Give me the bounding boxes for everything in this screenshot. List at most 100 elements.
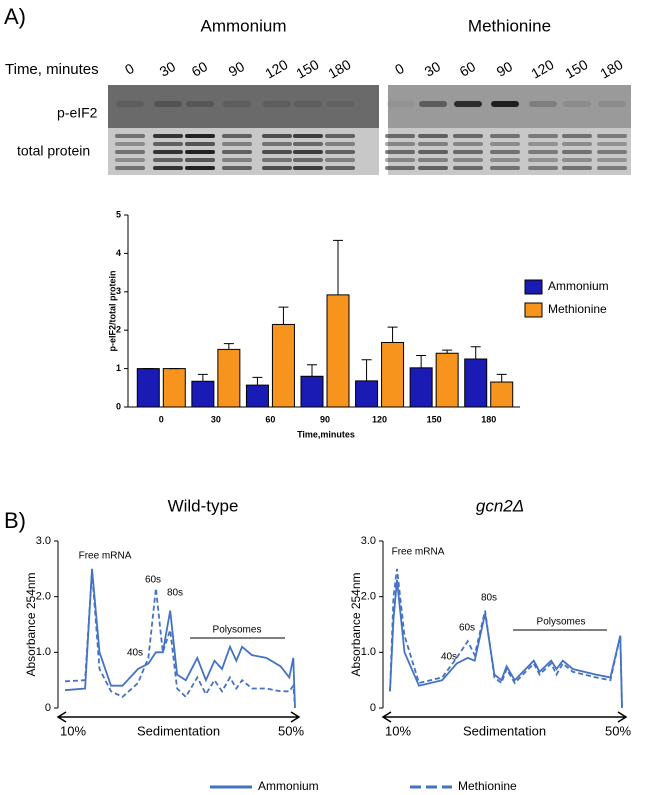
- blot-band: [490, 158, 520, 162]
- blot-band: [562, 142, 592, 146]
- legend-swatch: [524, 279, 543, 295]
- blot-band: [223, 101, 251, 107]
- blot-band: [597, 166, 627, 170]
- bar: [355, 380, 379, 408]
- y-axis-title: Absorbance 254nm: [349, 572, 363, 676]
- blot-band: [153, 166, 183, 170]
- error-bar: [223, 343, 234, 350]
- blot-band: [115, 150, 145, 154]
- blot-band: [325, 166, 355, 170]
- annotation: 60s: [145, 575, 161, 586]
- blot-band: [293, 158, 323, 162]
- error-bar: [361, 359, 372, 381]
- bar: [271, 323, 295, 408]
- blot-band: [262, 158, 292, 162]
- blot-band: [185, 166, 215, 170]
- blot-band: [293, 166, 323, 170]
- blot-band: [185, 134, 215, 138]
- blot-band: [562, 150, 592, 154]
- blot-band: [325, 150, 355, 154]
- y-tick-label: 3: [116, 286, 121, 296]
- bar: [136, 368, 160, 408]
- annotation: 40s: [441, 652, 457, 663]
- blot-band: [263, 101, 291, 107]
- blot-band: [491, 101, 519, 107]
- sedimentation-arrow: [381, 711, 628, 723]
- annotation: 80s: [481, 593, 497, 604]
- x-tick-label: 120: [372, 414, 387, 424]
- blot-band: [562, 166, 592, 170]
- blot-band: [490, 166, 520, 170]
- blot-band: [529, 101, 557, 107]
- row-label: total protein: [17, 143, 90, 159]
- y-tick-label: 0: [45, 702, 51, 714]
- blot-band: [453, 158, 483, 162]
- blot-band: [597, 158, 627, 162]
- bar: [464, 358, 488, 408]
- blot-band: [222, 158, 252, 162]
- x-tick-label: 30: [211, 414, 221, 424]
- bar: [381, 341, 405, 408]
- blot-band: [418, 166, 448, 170]
- sedimentation-arrow: [56, 711, 301, 723]
- blot-band: [418, 142, 448, 146]
- chart-title: Wild-type: [168, 496, 239, 515]
- y-tick-label: 5: [116, 209, 121, 219]
- blot-band: [418, 150, 448, 154]
- y-tick-label: 4: [116, 248, 121, 258]
- error-bar: [307, 364, 317, 377]
- blot-band: [528, 142, 558, 146]
- blot-band: [153, 150, 183, 154]
- blot-band: [562, 134, 592, 138]
- blot-band: [153, 134, 183, 138]
- y-tick-label: 2.0: [36, 591, 51, 603]
- blot-title: Methionine: [468, 16, 551, 35]
- error-bar: [333, 239, 343, 295]
- blot-band: [562, 158, 592, 162]
- blot-band: [115, 158, 145, 162]
- x-axis-title: Sedimentation: [137, 723, 220, 738]
- blot-band: [185, 158, 215, 162]
- y-axis-title: Absorbance 254nm: [24, 572, 38, 676]
- error-bar: [278, 306, 289, 325]
- lane-label: 60: [457, 58, 479, 80]
- blot-band: [597, 142, 627, 146]
- blot-band: [262, 142, 292, 146]
- blot-band: [419, 101, 447, 107]
- blot-band: [597, 150, 627, 154]
- bar: [245, 384, 269, 408]
- error-bar: [470, 346, 481, 359]
- blot-band: [490, 150, 520, 154]
- blot-band: [385, 142, 415, 146]
- blot-band: [453, 166, 483, 170]
- blot-band: [453, 134, 483, 138]
- blot-band: [153, 158, 183, 162]
- lane-label: 30: [422, 58, 444, 80]
- legend-label: Ammonium: [258, 779, 319, 793]
- lane-label: 60: [189, 58, 211, 80]
- chart-title: gcn2Δ: [476, 496, 524, 515]
- bar: [409, 367, 433, 408]
- x-tick-label: 60: [265, 414, 275, 424]
- blot-band: [325, 142, 355, 146]
- x-tick-label: 150: [427, 414, 442, 424]
- y-tick-label: 0: [370, 702, 376, 714]
- x-axis-title: Sedimentation: [463, 723, 546, 738]
- x-axis-title: Time,minutes: [297, 429, 355, 439]
- blot-band: [185, 142, 215, 146]
- y-tick-label: 1.0: [36, 646, 51, 658]
- blot-band: [418, 134, 448, 138]
- bar: [191, 380, 215, 408]
- y-tick-label: 1: [116, 363, 121, 373]
- blot-band: [262, 166, 292, 170]
- annotation: Polysomes: [537, 617, 586, 628]
- profile-line: [64, 568, 296, 709]
- blot-band: [418, 158, 448, 162]
- blot-band: [293, 134, 323, 138]
- bar: [490, 381, 514, 408]
- lane-label: 90: [226, 58, 248, 80]
- bar: [435, 352, 459, 408]
- y-tick-label: 3.0: [36, 535, 51, 547]
- panel-label: B): [4, 508, 26, 533]
- blot-band: [453, 142, 483, 146]
